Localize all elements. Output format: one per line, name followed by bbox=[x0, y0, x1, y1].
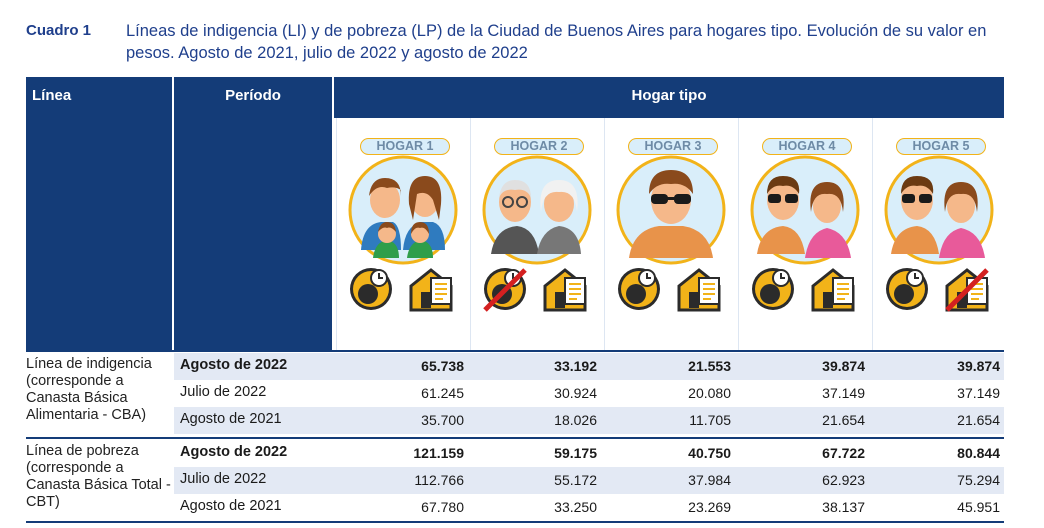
header-periodo-label: Período bbox=[225, 87, 281, 104]
header-linea: Línea bbox=[26, 77, 172, 351]
cell-hogar-5: 37.149 bbox=[957, 385, 1000, 401]
cell-hogar-3: 40.750 bbox=[688, 445, 731, 461]
group-label-indigencia: Línea de indigencia (corresponde a Canas… bbox=[26, 356, 152, 423]
cell-hogar-2: 30.924 bbox=[554, 385, 597, 401]
cell-hogar-4: 67.722 bbox=[822, 445, 865, 461]
table-row: Agosto de 2021 35.700 18.026 11.705 21.6… bbox=[174, 407, 1004, 434]
hogar-5-card: HOGAR 5 bbox=[872, 118, 1004, 352]
cell-hogar-5: 75.294 bbox=[957, 472, 1000, 488]
row-periodo: Agosto de 2022 bbox=[180, 444, 288, 460]
header-hogar-tipo: Hogar tipo bbox=[334, 77, 1004, 117]
cell-hogar-2: 59.175 bbox=[554, 445, 597, 461]
table-title: Líneas de indigencia (LI) y de pobreza (… bbox=[126, 22, 987, 62]
family-four-icon bbox=[348, 155, 458, 265]
table-caption: Cuadro 1 Líneas de indigencia (LI) y de … bbox=[26, 20, 1026, 70]
cell-hogar-3: 21.553 bbox=[688, 358, 731, 374]
table-row: Agosto de 2022 65.738 33.192 21.553 39.8… bbox=[174, 353, 1004, 380]
header-periodo: Período bbox=[174, 77, 332, 351]
table-number: Cuadro 1 bbox=[26, 22, 92, 39]
table-bottom-rule bbox=[26, 521, 1004, 523]
hogar-5-condition-icons bbox=[885, 267, 989, 312]
cell-hogar-3: 20.080 bbox=[688, 385, 731, 401]
cell-hogar-2: 33.250 bbox=[554, 499, 597, 515]
hogar-3-card: HOGAR 3 bbox=[604, 118, 736, 352]
cell-hogar-5: 80.844 bbox=[957, 445, 1000, 461]
cell-hogar-3: 23.269 bbox=[688, 499, 731, 515]
row-periodo: Agosto de 2021 bbox=[180, 498, 282, 514]
hogar-2-condition-icons bbox=[483, 267, 587, 312]
cell-hogar-4: 38.137 bbox=[822, 499, 865, 515]
single-adult-icon bbox=[616, 155, 726, 265]
group-divider bbox=[26, 437, 1004, 439]
hogar-2-badge: HOGAR 2 bbox=[494, 138, 584, 155]
header-linea-label: Línea bbox=[32, 87, 72, 104]
hogar-1-card: HOGAR 1 bbox=[336, 118, 468, 352]
cell-hogar-4: 37.149 bbox=[822, 385, 865, 401]
cell-hogar-1: 121.159 bbox=[413, 445, 464, 461]
row-periodo: Julio de 2022 bbox=[180, 384, 267, 400]
cell-hogar-4: 21.654 bbox=[822, 412, 865, 428]
hogar-1-badge: HOGAR 1 bbox=[360, 138, 450, 155]
cell-hogar-2: 55.172 bbox=[554, 472, 597, 488]
couple-icon bbox=[750, 155, 860, 265]
hogar-1-condition-icons bbox=[349, 267, 453, 312]
hogar-5-badge: HOGAR 5 bbox=[896, 138, 986, 155]
cell-hogar-1: 61.245 bbox=[421, 385, 464, 401]
cell-hogar-4: 62.923 bbox=[822, 472, 865, 488]
row-periodo: Julio de 2022 bbox=[180, 471, 267, 487]
cell-hogar-5: 45.951 bbox=[957, 499, 1000, 515]
hogar-4-badge: HOGAR 4 bbox=[762, 138, 852, 155]
hogar-3-condition-icons bbox=[617, 267, 721, 312]
table-row: Julio de 2022 61.245 30.924 20.080 37.14… bbox=[174, 380, 1004, 407]
hogar-2-card: HOGAR 2 bbox=[470, 118, 602, 352]
cell-hogar-1: 112.766 bbox=[414, 472, 464, 488]
cell-hogar-1: 67.780 bbox=[421, 499, 464, 515]
header-bottom-rule bbox=[26, 350, 1004, 352]
cell-hogar-3: 37.984 bbox=[688, 472, 731, 488]
group-label-pobreza: Línea de pobreza (corresponde a Canasta … bbox=[26, 443, 171, 510]
hogar-4-condition-icons bbox=[751, 267, 855, 312]
hogar-4-card: HOGAR 4 bbox=[738, 118, 870, 352]
cell-hogar-2: 33.192 bbox=[554, 358, 597, 374]
cell-hogar-3: 11.705 bbox=[689, 412, 731, 428]
elderly-couple-icon bbox=[482, 155, 592, 265]
row-periodo: Agosto de 2021 bbox=[180, 411, 282, 427]
couple-icon bbox=[884, 155, 994, 265]
cell-hogar-5: 21.654 bbox=[957, 412, 1000, 428]
table-row: Agosto de 2022 121.159 59.175 40.750 67.… bbox=[174, 440, 1004, 467]
cell-hogar-5: 39.874 bbox=[957, 358, 1000, 374]
cell-hogar-2: 18.026 bbox=[554, 412, 597, 428]
cell-hogar-4: 39.874 bbox=[822, 358, 865, 374]
header-hogar-tipo-label: Hogar tipo bbox=[631, 87, 707, 104]
cell-hogar-1: 35.700 bbox=[421, 412, 464, 428]
hogar-3-badge: HOGAR 3 bbox=[628, 138, 718, 155]
cell-hogar-1: 65.738 bbox=[421, 358, 464, 374]
row-periodo: Agosto de 2022 bbox=[180, 357, 288, 373]
table-row: Julio de 2022 112.766 55.172 37.984 62.9… bbox=[174, 467, 1004, 494]
table-row: Agosto de 2021 67.780 33.250 23.269 38.1… bbox=[174, 494, 1004, 521]
